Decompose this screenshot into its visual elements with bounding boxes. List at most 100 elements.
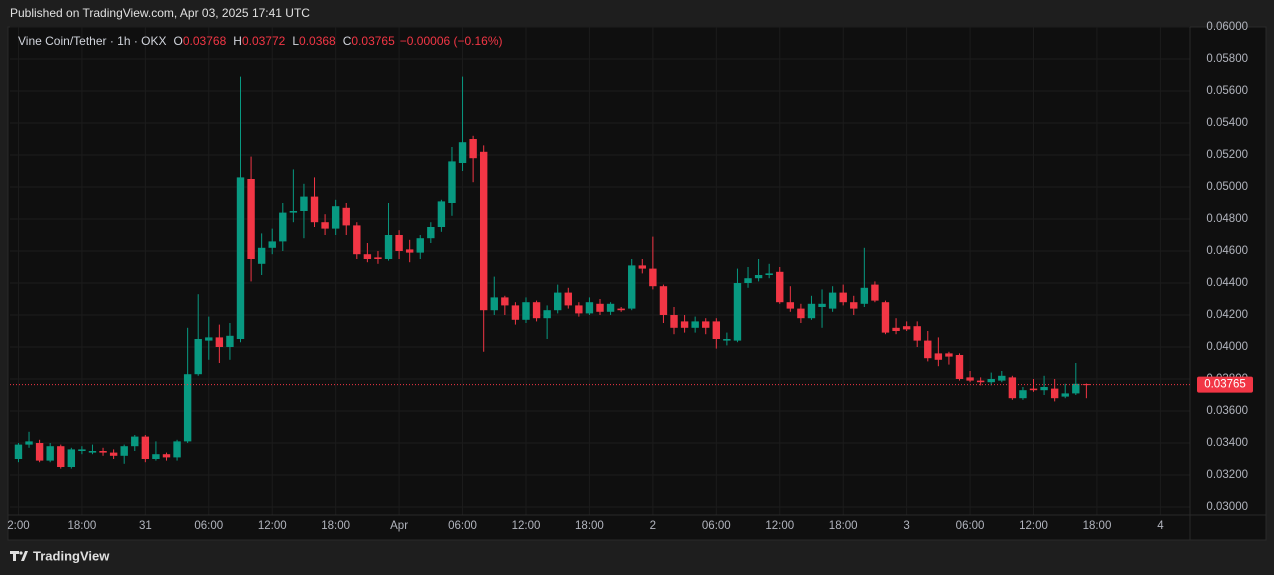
candle-body [405, 249, 414, 253]
brand-name: TradingView [33, 548, 110, 563]
candle-body [247, 179, 255, 259]
candle-body [469, 139, 477, 159]
y-tick-label: 0.05200 [1206, 149, 1248, 161]
candle-body [892, 327, 900, 331]
candles: 0.03765 [10, 76, 1253, 469]
candle-body [363, 254, 372, 259]
y-tick-label: 0.04200 [1206, 309, 1248, 321]
candle-body [479, 151, 488, 311]
candle-body [395, 235, 403, 251]
brand-logo [10, 551, 28, 561]
candle-body [120, 446, 128, 456]
ohlc-value: 0.03772 [242, 34, 286, 48]
y-tick-label: 0.05400 [1206, 117, 1248, 129]
candle-body [945, 353, 953, 357]
candle-body [374, 257, 382, 259]
symbol: Vine Coin/Tether · 1h · OKX [18, 34, 167, 48]
candle-body [987, 379, 995, 383]
candle-body [99, 451, 107, 453]
candle-body [850, 302, 858, 309]
legend-header: Vine Coin/Tether · 1h · OKX O0.03768 H0.03… [18, 34, 503, 48]
y-tick-label: 0.04800 [1206, 213, 1248, 225]
candle-body [1040, 387, 1048, 391]
x-tick-label: 06:00 [956, 520, 985, 532]
candle-body [860, 287, 869, 304]
candle-body [628, 265, 636, 309]
candle-body [78, 449, 86, 451]
candle-body [839, 292, 847, 303]
x-tick-label: 31 [139, 520, 152, 532]
x-tick-label: 18:00 [575, 520, 604, 532]
x-tick-label: 12:00 [512, 520, 541, 532]
candle-body [564, 292, 572, 306]
x-tick-label: 2 [650, 520, 656, 532]
candle-body [649, 268, 657, 287]
candle-body [543, 310, 551, 319]
ohlc-label: L [292, 34, 299, 48]
x-tick-label: 18:00 [321, 520, 350, 532]
candle-body [310, 196, 319, 223]
candle-body [162, 454, 171, 458]
candle-body [25, 441, 33, 445]
ohlc-value: 0.03765 [351, 34, 395, 48]
candle-body [215, 337, 224, 347]
candle-body [353, 225, 361, 255]
y-tick-label: 0.04600 [1206, 245, 1248, 257]
y-tick-label: 0.05600 [1206, 85, 1248, 97]
candle-body [448, 161, 456, 203]
y-tick-label: 0.03600 [1206, 405, 1248, 417]
y-tick-label: 0.05800 [1206, 53, 1248, 65]
candle-body [585, 302, 594, 314]
candle-body [786, 302, 795, 309]
candle-body [1082, 384, 1091, 386]
change: −0.00006 (−0.16%) [400, 34, 503, 48]
candle-body [723, 339, 731, 341]
candle-body [934, 353, 943, 360]
candle-body [902, 326, 911, 330]
candle-body [575, 305, 583, 314]
candle-body [913, 326, 921, 341]
candle-body [966, 377, 974, 381]
ohlc-label: C [343, 34, 352, 48]
x-tick-label: 12:00 [258, 520, 287, 532]
candle-body [511, 305, 520, 320]
candle-body [205, 337, 213, 341]
candle-body [141, 436, 150, 459]
candle-body [1029, 388, 1038, 391]
candle-body [236, 177, 245, 339]
candle-body [976, 380, 985, 383]
candle-body [733, 283, 742, 341]
x-tick-label: 4 [1157, 520, 1164, 532]
y-tick-label: 0.04400 [1206, 277, 1248, 289]
candle-body [659, 286, 668, 315]
candle-body [109, 452, 118, 456]
x-tick-label: 12:00 [1019, 520, 1048, 532]
candle-body [1072, 383, 1080, 394]
candle-body [384, 235, 393, 259]
candle-body [998, 375, 1006, 381]
candle-body [331, 206, 340, 229]
candle-body [606, 303, 615, 312]
candle-body [871, 284, 879, 301]
candle-body [691, 321, 699, 328]
candle-body [680, 321, 689, 328]
candle-body [279, 212, 287, 242]
candle-body [532, 302, 541, 319]
candle-body [342, 207, 350, 226]
ohlc-label: O [174, 34, 183, 48]
candle-body [955, 355, 964, 379]
candle-body [797, 308, 805, 319]
candle-body [289, 211, 298, 213]
y-tick-label: 0.04000 [1206, 341, 1248, 353]
candle-body [617, 308, 625, 311]
candle-body [257, 247, 266, 264]
y-tick-label: 0.03200 [1206, 469, 1248, 481]
x-tick-label: 06:00 [702, 520, 731, 532]
y-tick-label: 0.06000 [1206, 21, 1248, 33]
candle-body [226, 335, 234, 347]
y-tick-label: 0.03400 [1206, 437, 1248, 449]
candle-body [437, 201, 446, 227]
candle-body [67, 449, 76, 467]
candle-body [702, 321, 710, 328]
candle-body [881, 302, 890, 333]
